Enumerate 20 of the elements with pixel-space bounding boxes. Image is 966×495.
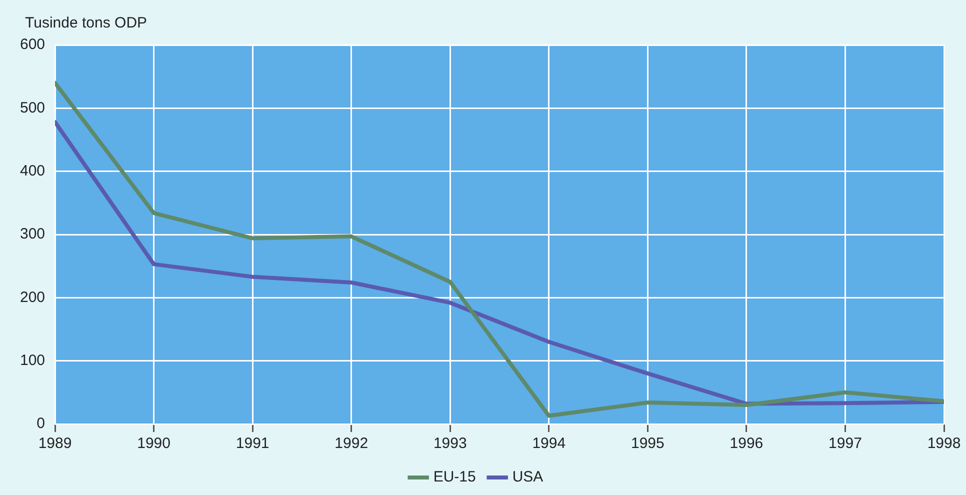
y-tick-label: 100 <box>20 352 46 369</box>
y-tick-label: 500 <box>20 99 46 116</box>
y-tick-label: 400 <box>20 162 46 180</box>
x-tick-label: 1997 <box>828 435 862 452</box>
x-tick-label: 1995 <box>630 435 664 452</box>
x-tick-label: 1994 <box>532 435 566 452</box>
y-tick-label: 0 <box>36 415 46 432</box>
legend-label: EU-15 <box>433 468 476 486</box>
x-tick-label: 1990 <box>137 435 170 452</box>
x-tick-label: 1996 <box>730 435 764 452</box>
x-tick-label: 1991 <box>236 435 270 452</box>
y-axis-title: Tusinde tons ODP <box>25 14 148 32</box>
y-tick-label: 300 <box>20 226 46 243</box>
x-tick-label: 1992 <box>334 435 368 452</box>
x-tick-label: 1993 <box>433 435 467 452</box>
x-tick-label: 1998 <box>927 435 961 452</box>
y-tick-label: 200 <box>20 288 46 306</box>
x-tick-label: 1989 <box>38 435 72 452</box>
legend-label: USA <box>512 468 544 486</box>
y-tick-label: 600 <box>20 36 46 54</box>
